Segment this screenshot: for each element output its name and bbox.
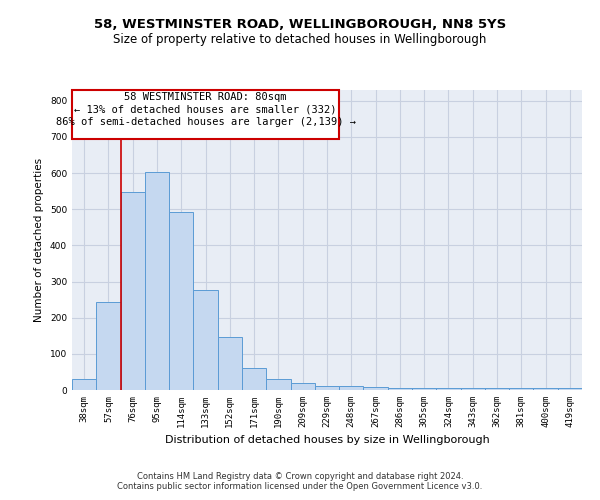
Bar [339, 386, 364, 390]
Bar [266, 379, 290, 390]
Bar [121, 192, 145, 390]
Bar [218, 336, 242, 390]
Bar [169, 212, 193, 390]
Text: 58 WESTMINSTER ROAD: 80sqm: 58 WESTMINSTER ROAD: 80sqm [124, 92, 287, 102]
Y-axis label: Number of detached properties: Number of detached properties [34, 158, 44, 322]
Bar [145, 172, 169, 390]
Bar [290, 384, 315, 390]
Text: 58, WESTMINSTER ROAD, WELLINGBOROUGH, NN8 5YS: 58, WESTMINSTER ROAD, WELLINGBOROUGH, NN… [94, 18, 506, 30]
Bar [485, 388, 509, 390]
Bar [412, 388, 436, 390]
Bar [242, 368, 266, 390]
X-axis label: Distribution of detached houses by size in Wellingborough: Distribution of detached houses by size … [164, 436, 490, 446]
Bar [558, 388, 582, 390]
Bar [364, 388, 388, 390]
Bar [509, 388, 533, 390]
Text: 86% of semi-detached houses are larger (2,139) →: 86% of semi-detached houses are larger (… [56, 117, 356, 127]
Bar [533, 388, 558, 390]
Text: Size of property relative to detached houses in Wellingborough: Size of property relative to detached ho… [113, 32, 487, 46]
Text: Contains public sector information licensed under the Open Government Licence v3: Contains public sector information licen… [118, 482, 482, 491]
Bar [461, 388, 485, 390]
Bar [96, 302, 121, 390]
Bar [315, 386, 339, 390]
FancyBboxPatch shape [72, 90, 339, 139]
Bar [436, 388, 461, 390]
Bar [72, 379, 96, 390]
Text: Contains HM Land Registry data © Crown copyright and database right 2024.: Contains HM Land Registry data © Crown c… [137, 472, 463, 481]
Bar [193, 290, 218, 390]
Bar [388, 388, 412, 390]
Text: ← 13% of detached houses are smaller (332): ← 13% of detached houses are smaller (33… [74, 105, 337, 115]
